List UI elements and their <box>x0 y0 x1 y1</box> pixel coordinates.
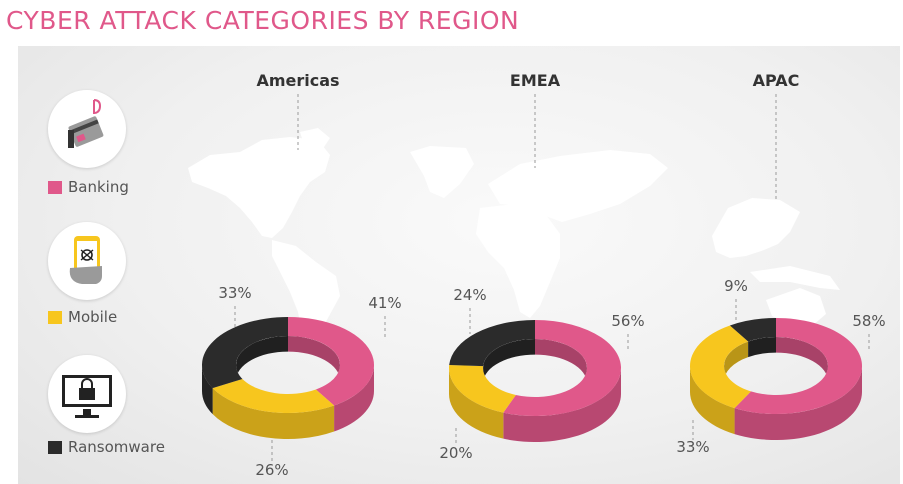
pct-label-emea-mobile: 20% <box>439 444 472 462</box>
donut-wall-banking <box>334 365 374 432</box>
donut-wall-mobile <box>690 366 735 435</box>
legend-label-banking: Banking <box>68 178 129 196</box>
pct-label-emea-banking: 56% <box>611 312 644 330</box>
pct-label-apac-banking: 58% <box>852 312 885 330</box>
smartphone-bug-icon <box>69 236 102 284</box>
donut-slice-banking <box>734 318 862 415</box>
donut-inner-wall-banking <box>288 336 340 381</box>
greenland-emea-map <box>410 146 474 198</box>
australia-map <box>766 288 826 326</box>
donut-slice-banking <box>288 317 375 406</box>
banking-icon-circle <box>48 90 126 168</box>
pct-label-apac-ransomware: 9% <box>724 277 748 295</box>
donut-inner-wall-ransomware <box>483 339 535 382</box>
donut-wall-mobile <box>212 388 335 439</box>
region-label-apac: APAC <box>753 71 800 90</box>
donut-inner-wall-ransomware <box>748 337 776 358</box>
pct-label-americas-mobile: 26% <box>255 461 288 479</box>
islands-map <box>750 266 840 290</box>
greenland-map <box>300 128 330 150</box>
legend-label-ransomware: Ransomware <box>68 438 165 456</box>
donut-americas <box>202 317 375 439</box>
pct-label-apac-mobile: 33% <box>676 438 709 456</box>
mobile-icon-circle <box>48 222 126 300</box>
donut-wall-ransomware <box>202 365 213 415</box>
donut-slice-mobile <box>212 378 335 414</box>
region-label-emea: EMEA <box>510 71 561 90</box>
donut-emea <box>449 319 622 442</box>
donut-wall-banking <box>503 368 621 442</box>
percentage-labels: 41% 26% 33% 56% 20% 24% 58% 33% 9% <box>218 277 885 479</box>
donut-inner-wall-mobile <box>724 341 749 382</box>
monitor-padlock-icon <box>62 375 112 418</box>
donut-inner-wall-banking <box>535 339 587 384</box>
donut-wall-banking <box>734 366 862 440</box>
donut-slice-ransomware <box>202 317 288 389</box>
south-america-map <box>272 240 340 348</box>
legend-swatch-ransomware <box>48 441 62 454</box>
donut-slice-banking <box>503 319 622 416</box>
credit-card-phishing-hook-icon <box>68 99 104 148</box>
ransomware-icon-circle <box>48 355 126 433</box>
north-america-map <box>188 137 330 238</box>
legend-swatch-banking <box>48 181 62 194</box>
donut-apac <box>690 318 862 440</box>
leader-lines <box>234 94 870 462</box>
donut-slice-mobile <box>449 364 516 413</box>
pct-label-emea-ransomware: 24% <box>453 286 486 304</box>
donut-wall-mobile <box>449 368 504 439</box>
region-label-americas: Americas <box>256 71 339 90</box>
legend-swatch-mobile <box>48 311 62 324</box>
pct-label-americas-banking: 41% <box>368 294 401 312</box>
europe-asia-map <box>488 150 668 222</box>
legend-label-mobile: Mobile <box>68 308 118 326</box>
chart-title: CYBER ATTACK CATEGORIES BY REGION <box>6 6 520 35</box>
donut-slice-mobile <box>690 325 751 409</box>
donut-inner-wall-ransomware <box>236 336 288 381</box>
donut-inner-wall-banking <box>776 337 828 382</box>
pct-label-americas-ransomware: 33% <box>218 284 251 302</box>
asia-pacific-map <box>712 198 800 258</box>
africa-map <box>476 204 560 318</box>
world-map-silhouettes <box>188 128 840 348</box>
donut-layer <box>202 317 862 442</box>
donut-slice-ransomware <box>729 318 776 342</box>
region-labels: Americas EMEA APAC <box>256 71 799 90</box>
donut-slice-ransomware <box>449 320 535 367</box>
